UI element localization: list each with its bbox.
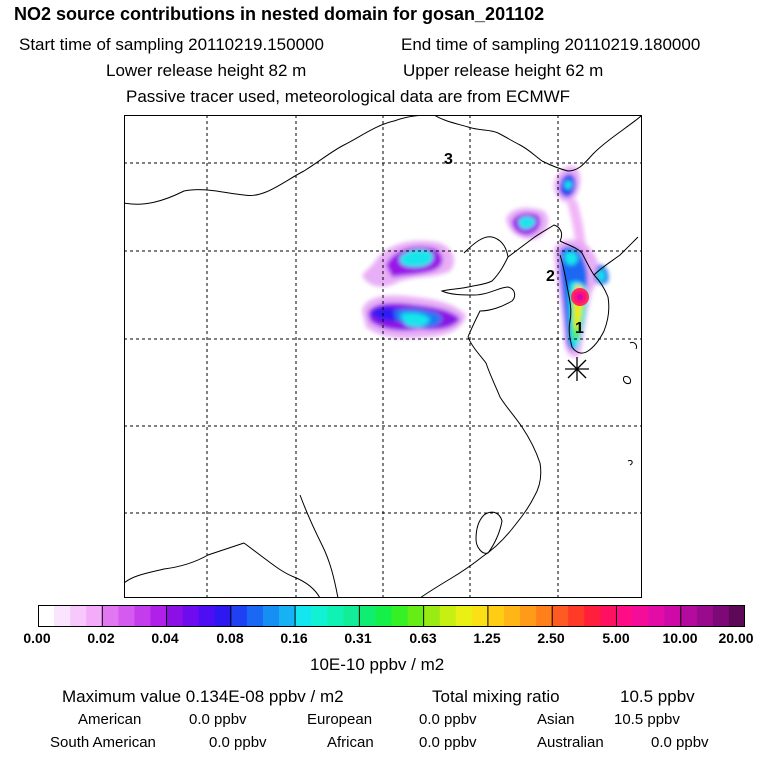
colorbar-frame	[38, 605, 745, 627]
colorbar-swatch	[198, 605, 216, 627]
region-name: Australian	[537, 734, 604, 751]
colorbar-swatch	[118, 605, 135, 627]
colorbar-swatch	[536, 605, 553, 627]
tick-label: 20.00	[718, 630, 754, 646]
region-value: 0.0 ppbv	[419, 711, 477, 728]
colorbar-swatch	[487, 605, 505, 627]
colorbar-swatch	[712, 605, 730, 627]
colorbar-swatch	[632, 605, 650, 627]
colorbar-swatch	[230, 605, 248, 627]
colorbar-swatch	[70, 605, 87, 627]
colorbar-swatch	[728, 605, 745, 627]
colorbar-swatch	[182, 605, 200, 627]
tick-label: 0.63	[409, 630, 437, 646]
region-value: 0.0 ppbv	[189, 711, 247, 728]
tick-label: 2.50	[537, 630, 565, 646]
map-label-3: 3	[444, 151, 453, 168]
colorbar-swatch	[166, 605, 184, 627]
colorbar-swatch	[584, 605, 601, 627]
tracer-info: Passive tracer used, meteorological data…	[126, 87, 571, 106]
colorbar-swatch	[262, 605, 280, 627]
tick-label: 5.00	[602, 630, 630, 646]
colorbar-swatch	[455, 605, 473, 627]
region-value: 0.0 ppbv	[209, 734, 267, 751]
end-time: End time of sampling 20110219.180000	[401, 35, 701, 54]
tick-label: 0.00	[23, 630, 51, 646]
colorbar-swatch	[327, 605, 344, 627]
colorbar-swatch	[423, 605, 441, 627]
colorbar-swatch	[568, 605, 585, 627]
total-mixing-value: 10.5 ppbv	[620, 687, 695, 706]
colorbar-swatch	[343, 605, 360, 627]
region-name: Asian	[537, 711, 575, 728]
maximum-value: Maximum value 0.134E-08 ppbv / m2	[62, 687, 344, 706]
tick-label: 0.08	[216, 630, 244, 646]
colorbar-swatch	[680, 605, 698, 627]
colorbar-swatch	[150, 605, 168, 627]
colorbar-swatch	[359, 605, 376, 627]
colorbar	[38, 605, 745, 627]
region-name: European	[307, 711, 373, 728]
plot-title: NO2 source contributions in nested domai…	[14, 4, 545, 24]
colorbar-swatch	[520, 605, 537, 627]
colorbar-swatch	[38, 605, 55, 627]
colorbar-swatch	[134, 605, 151, 627]
region-value: 0.0 ppbv	[651, 734, 709, 751]
map-frame	[124, 115, 642, 598]
colorbar-swatch	[648, 605, 666, 627]
map-label-2: 2	[546, 268, 555, 285]
colorbar-swatch	[295, 605, 312, 627]
colorbar-swatch	[279, 605, 296, 627]
colorbar-swatch	[407, 605, 425, 627]
tick-label: 10.00	[662, 630, 698, 646]
grid	[124, 115, 642, 598]
coastlines	[124, 115, 642, 598]
tick-label: 0.31	[344, 630, 372, 646]
upper-release-height: Upper release height 62 m	[403, 61, 604, 80]
colorbar-swatch	[86, 605, 103, 627]
colorbar-swatch	[246, 605, 264, 627]
tick-label: 0.02	[87, 630, 115, 646]
lower-release-height: Lower release height 82 m	[106, 61, 307, 80]
asterisk-icon	[565, 357, 589, 381]
colorbar-swatch	[311, 605, 328, 627]
colorbar-swatch	[54, 605, 71, 627]
colorbar-swatch	[600, 605, 617, 627]
colorbar-swatch	[616, 605, 634, 627]
tick-label: 0.16	[280, 630, 308, 646]
colorbar-swatch	[439, 605, 457, 627]
hotspot	[571, 288, 589, 306]
colorbar-swatch	[471, 605, 489, 627]
colorbar-swatch	[391, 605, 409, 627]
tick-label: 1.25	[473, 630, 501, 646]
colorbar-unit: 10E-10 ppbv / m2	[310, 655, 445, 674]
tick-label: 0.04	[151, 630, 179, 646]
colorbar-swatch	[214, 605, 232, 627]
colorbar-swatch	[552, 605, 569, 627]
start-time: Start time of sampling 20110219.150000	[19, 35, 324, 54]
region-name: South American	[50, 734, 156, 751]
colorbar-swatch	[696, 605, 714, 627]
region-name: African	[327, 734, 374, 751]
total-mixing-label: Total mixing ratio	[432, 687, 560, 706]
colorbar-swatch	[102, 605, 119, 627]
region-value: 10.5 ppbv	[614, 711, 680, 728]
colorbar-swatch	[503, 605, 521, 627]
colorbar-swatch	[664, 605, 682, 627]
region-value: 0.0 ppbv	[419, 734, 477, 751]
map-panel: 3 2 1	[124, 115, 642, 598]
region-name: American	[78, 711, 142, 728]
colorbar-swatch	[375, 605, 392, 627]
map-label-1: 1	[575, 320, 584, 337]
